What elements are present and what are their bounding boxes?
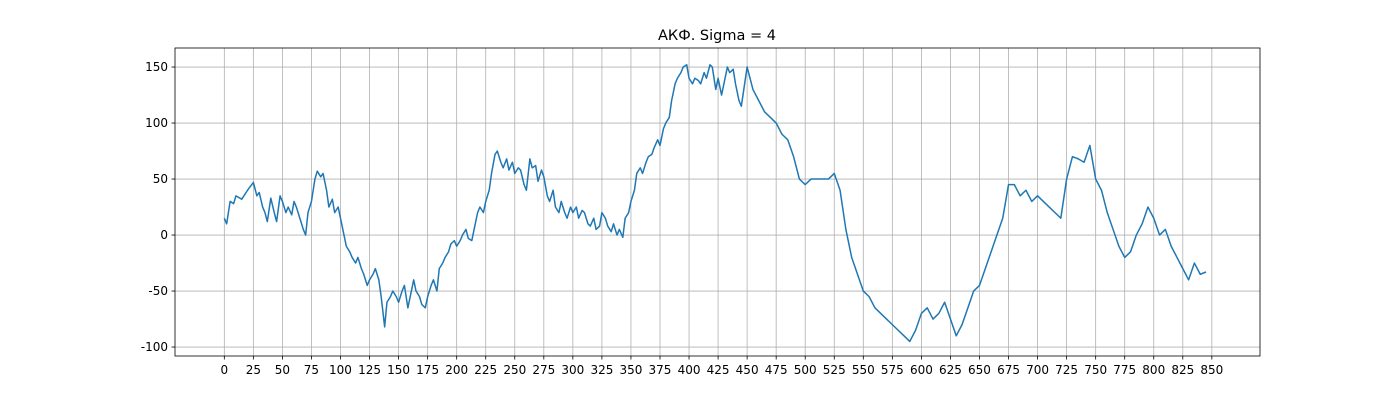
x-tick-label: 25 xyxy=(246,363,261,377)
x-tick-label: 100 xyxy=(329,363,352,377)
x-tick-label: 625 xyxy=(939,363,962,377)
x-tick-label: 200 xyxy=(445,363,468,377)
x-tick-label: 500 xyxy=(794,363,817,377)
x-tick-label: 650 xyxy=(968,363,991,377)
x-tick-label: 250 xyxy=(503,363,526,377)
y-tick-label: 100 xyxy=(145,116,168,130)
x-tick-label: 0 xyxy=(220,363,228,377)
x-tick-label: 150 xyxy=(387,363,410,377)
x-tick-label: 300 xyxy=(561,363,584,377)
y-tick-label: 0 xyxy=(160,228,168,242)
x-tick-label: 400 xyxy=(678,363,701,377)
x-tick-label: 50 xyxy=(275,363,290,377)
x-tick-label: 675 xyxy=(997,363,1020,377)
x-tick-label: 750 xyxy=(1084,363,1107,377)
x-tick-label: 600 xyxy=(910,363,933,377)
chart-title: АКФ. Sigma = 4 xyxy=(658,28,776,44)
plot-frame xyxy=(174,47,1261,357)
x-tick-label: 425 xyxy=(707,363,730,377)
y-tick-label: 150 xyxy=(145,60,168,74)
line-series xyxy=(223,64,1207,343)
x-tick-label: 225 xyxy=(474,363,497,377)
x-tick-label: 450 xyxy=(736,363,759,377)
x-tick-label: 800 xyxy=(1142,363,1165,377)
y-tick-label: -50 xyxy=(148,284,168,298)
x-tick-label: 275 xyxy=(532,363,555,377)
x-tick-label: 825 xyxy=(1171,363,1194,377)
x-tick-label: 525 xyxy=(823,363,846,377)
x-tick-label: 575 xyxy=(881,363,904,377)
x-tick-label: 125 xyxy=(358,363,381,377)
y-tick-label: -100 xyxy=(141,340,168,354)
x-tick-label: 850 xyxy=(1200,363,1223,377)
x-tick-label: 775 xyxy=(1113,363,1136,377)
x-tick-label: 175 xyxy=(416,363,439,377)
x-tick-label: 725 xyxy=(1055,363,1078,377)
x-tick-label: 700 xyxy=(1026,363,1049,377)
x-tick-label: 475 xyxy=(765,363,788,377)
x-tick-label: 375 xyxy=(649,363,672,377)
x-tick-label: 550 xyxy=(852,363,875,377)
x-tick-label: 75 xyxy=(304,363,319,377)
y-tick-label: 50 xyxy=(153,172,168,186)
x-tick-label: 325 xyxy=(590,363,613,377)
x-tick-label: 350 xyxy=(619,363,642,377)
